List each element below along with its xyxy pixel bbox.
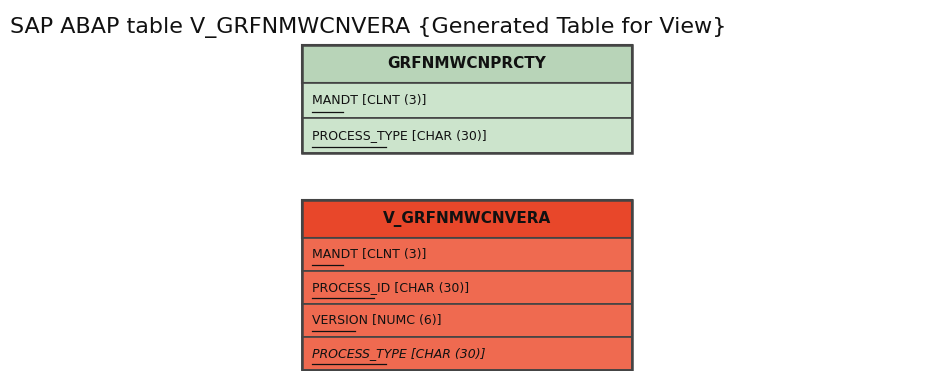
Text: MANDT [CLNT (3)]: MANDT [CLNT (3)] xyxy=(312,94,426,107)
Bar xyxy=(302,83,632,118)
Text: GRFNMWCNPRCTY: GRFNMWCNPRCTY xyxy=(388,56,546,72)
Text: PROCESS_ID [CHAR (30)]: PROCESS_ID [CHAR (30)] xyxy=(312,281,469,294)
Bar xyxy=(302,337,632,370)
Bar xyxy=(302,304,632,337)
Text: PROCESS_TYPE [CHAR (30)]: PROCESS_TYPE [CHAR (30)] xyxy=(312,129,486,142)
Bar xyxy=(302,118,632,153)
Bar xyxy=(302,45,632,153)
Bar xyxy=(302,238,632,271)
Bar xyxy=(302,271,632,304)
Text: SAP ABAP table V_GRFNMWCNVERA {Generated Table for View}: SAP ABAP table V_GRFNMWCNVERA {Generated… xyxy=(10,17,726,39)
Bar xyxy=(302,200,632,370)
Bar xyxy=(302,45,632,83)
Text: VERSION [NUMC (6)]: VERSION [NUMC (6)] xyxy=(312,314,441,327)
Text: MANDT [CLNT (3)]: MANDT [CLNT (3)] xyxy=(312,248,426,261)
Text: PROCESS_TYPE [CHAR (30)]: PROCESS_TYPE [CHAR (30)] xyxy=(312,347,485,360)
Text: V_GRFNMWCNVERA: V_GRFNMWCNVERA xyxy=(382,211,551,227)
Bar xyxy=(302,200,632,238)
